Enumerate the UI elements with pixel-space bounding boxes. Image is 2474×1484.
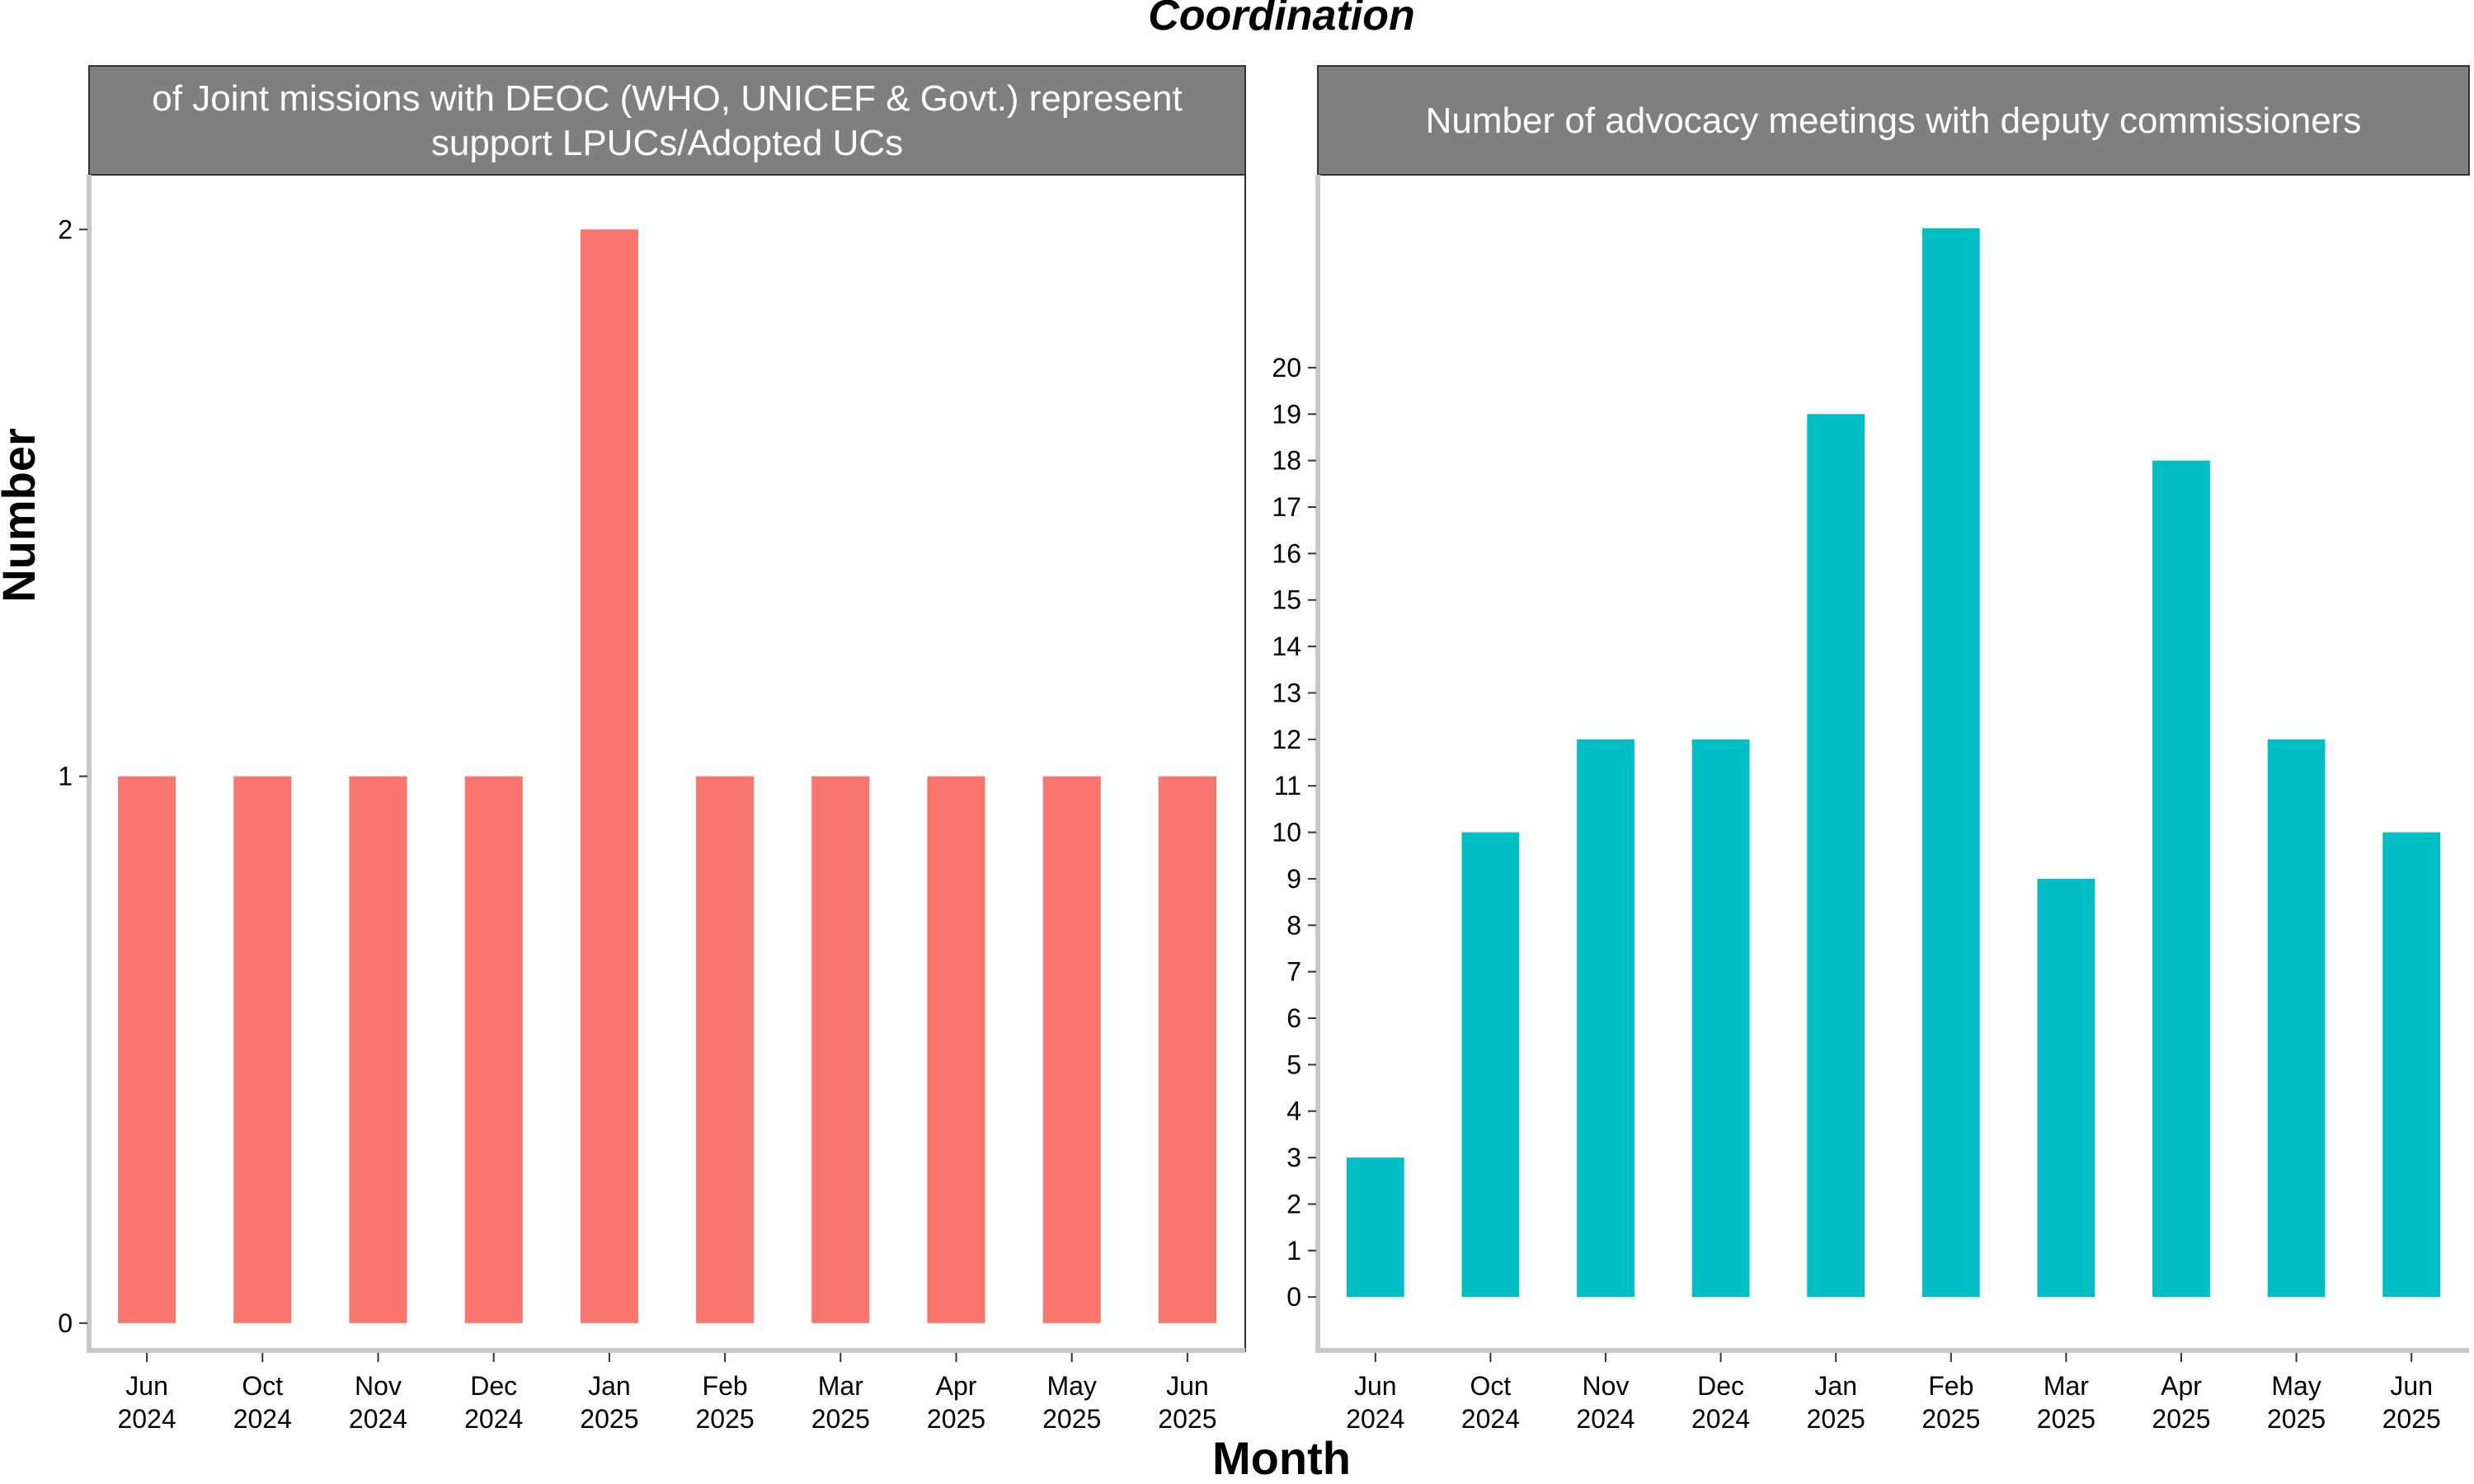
y-tick-label-1-1: 0 — [58, 1308, 73, 1338]
y-tick-label-2-7: 6 — [1286, 1003, 1301, 1033]
x-tick-label-2-1-month: Jun — [1354, 1371, 1397, 1401]
bar-2-1 — [1346, 1158, 1404, 1298]
x-tick-label-2-2-month: Oct — [1470, 1371, 1512, 1401]
x-tick-label-2-2-year: 2024 — [1461, 1404, 1520, 1434]
x-tick-label-1-5-year: 2025 — [580, 1404, 638, 1434]
bar-2-9 — [2267, 739, 2326, 1298]
y-tick-label-2-11: 10 — [1272, 818, 1301, 848]
y-tick-label-2-9: 8 — [1286, 910, 1301, 940]
y-tick-label-2-14: 13 — [1272, 678, 1301, 707]
x-tick-label-2-9-year: 2025 — [2267, 1404, 2326, 1434]
y-tick-label-2-4: 3 — [1286, 1143, 1301, 1172]
bar-2-10 — [2382, 832, 2441, 1298]
x-tick-label-2-10-month: Jun — [2390, 1371, 2433, 1401]
x-tick-label-2-3-month: Nov — [1583, 1371, 1630, 1401]
x-tick-label-1-3-year: 2024 — [349, 1404, 407, 1434]
bar-1-8 — [927, 776, 985, 1323]
facet-strip-1 — [88, 65, 1246, 176]
x-tick-label-2-6-month: Feb — [1928, 1371, 1973, 1401]
y-tick-label-2-5: 4 — [1286, 1097, 1301, 1126]
y-tick-label-2-15: 14 — [1272, 632, 1301, 661]
x-tick-label-1-1-year: 2024 — [118, 1404, 176, 1434]
bar-1-4 — [464, 776, 523, 1323]
x-tick-label-1-1-month: Jun — [125, 1371, 168, 1401]
facet-strip-2 — [1317, 65, 2470, 176]
x-tick-label-2-10-year: 2025 — [2382, 1404, 2441, 1434]
bar-1-1 — [118, 776, 176, 1323]
x-tick-label-1-6-year: 2025 — [696, 1404, 755, 1434]
bar-1-7 — [811, 776, 870, 1323]
y-tick-label-1-2: 1 — [58, 762, 73, 791]
y-tick-label-2-12: 11 — [1274, 771, 1301, 801]
x-tick-label-2-1-year: 2024 — [1346, 1404, 1404, 1434]
x-tick-label-1-8-year: 2025 — [927, 1404, 985, 1434]
x-tick-label-2-4-year: 2024 — [1691, 1404, 1750, 1434]
chart-title: Coordination — [1148, 0, 1415, 40]
y-tick-label-2-3: 2 — [1286, 1189, 1301, 1219]
bar-2-5 — [1807, 414, 1865, 1298]
x-tick-label-1-5-month: Jan — [588, 1371, 631, 1401]
x-tick-label-2-7-year: 2025 — [2037, 1404, 2095, 1434]
bar-2-4 — [1691, 739, 1750, 1298]
x-tick-label-2-6-year: 2025 — [1921, 1404, 1980, 1434]
y-tick-label-2-8: 7 — [1286, 957, 1301, 987]
x-tick-label-1-9-year: 2025 — [1042, 1404, 1101, 1434]
bar-1-5 — [580, 229, 638, 1323]
y-tick-label-2-19: 18 — [1272, 446, 1301, 476]
x-tick-label-1-7-month: Mar — [818, 1371, 863, 1401]
y-axis-title: Number — [0, 428, 45, 603]
x-tick-label-2-5-year: 2025 — [1807, 1404, 1865, 1434]
y-tick-label-2-17: 16 — [1272, 538, 1301, 568]
x-tick-label-1-10-year: 2025 — [1158, 1404, 1216, 1434]
x-tick-label-2-7-month: Mar — [2044, 1371, 2089, 1401]
x-tick-label-1-7-year: 2025 — [811, 1404, 870, 1434]
y-tick-label-2-13: 12 — [1272, 725, 1301, 754]
y-tick-label-2-2: 1 — [1286, 1236, 1301, 1266]
x-tick-label-2-8-month: Apr — [2161, 1371, 2202, 1401]
bar-2-3 — [1577, 739, 1634, 1298]
x-tick-label-2-4-month: Dec — [1697, 1371, 1744, 1401]
x-tick-label-1-8-month: Apr — [936, 1371, 977, 1401]
x-tick-label-1-3-month: Nov — [355, 1371, 402, 1401]
facet-panel-2: Number of advocacy meetings with deputy … — [1272, 65, 2470, 1434]
facet-title-line-1-1: of Joint missions with DEOC (WHO, UNICEF… — [152, 78, 1182, 119]
facet-title-line-2-1: Number of advocacy meetings with deputy … — [1426, 101, 2362, 141]
x-tick-label-1-6-month: Feb — [703, 1371, 748, 1401]
x-tick-label-1-4-month: Dec — [470, 1371, 517, 1401]
y-tick-label-2-16: 15 — [1272, 585, 1301, 615]
bar-1-6 — [696, 776, 755, 1323]
y-tick-label-2-10: 9 — [1286, 864, 1301, 894]
bar-1-10 — [1158, 776, 1216, 1323]
y-tick-label-2-21: 20 — [1272, 353, 1301, 383]
y-tick-label-2-20: 19 — [1272, 399, 1301, 429]
x-axis-title: Month — [1212, 1432, 1351, 1484]
y-tick-label-2-18: 17 — [1272, 492, 1301, 522]
x-tick-label-1-2-month: Oct — [242, 1371, 283, 1401]
bar-1-9 — [1042, 776, 1101, 1323]
facet-panel-1: of Joint missions with DEOC (WHO, UNICEF… — [58, 65, 1246, 1434]
bar-2-8 — [2152, 460, 2210, 1298]
y-tick-label-2-1: 0 — [1286, 1282, 1301, 1312]
bar-1-3 — [349, 776, 407, 1323]
bar-2-7 — [2037, 878, 2095, 1298]
bar-2-2 — [1461, 832, 1520, 1298]
x-tick-label-1-2-year: 2024 — [233, 1404, 292, 1434]
x-tick-label-2-3-year: 2024 — [1576, 1404, 1634, 1434]
x-tick-label-1-10-month: Jun — [1166, 1371, 1209, 1401]
bar-1-2 — [233, 776, 292, 1323]
bar-2-6 — [1921, 228, 1980, 1298]
x-tick-label-2-5-month: Jan — [1814, 1371, 1857, 1401]
y-tick-label-1-3: 2 — [58, 214, 73, 244]
x-tick-label-2-9-month: May — [2271, 1371, 2321, 1401]
x-tick-label-1-9-month: May — [1047, 1371, 1096, 1401]
facet-title-line-1-2: support LPUCs/Adopted UCs — [431, 123, 903, 163]
x-tick-label-2-8-year: 2025 — [2152, 1404, 2210, 1434]
x-tick-label-1-4-year: 2024 — [464, 1404, 523, 1434]
y-tick-label-2-6: 5 — [1286, 1050, 1301, 1079]
